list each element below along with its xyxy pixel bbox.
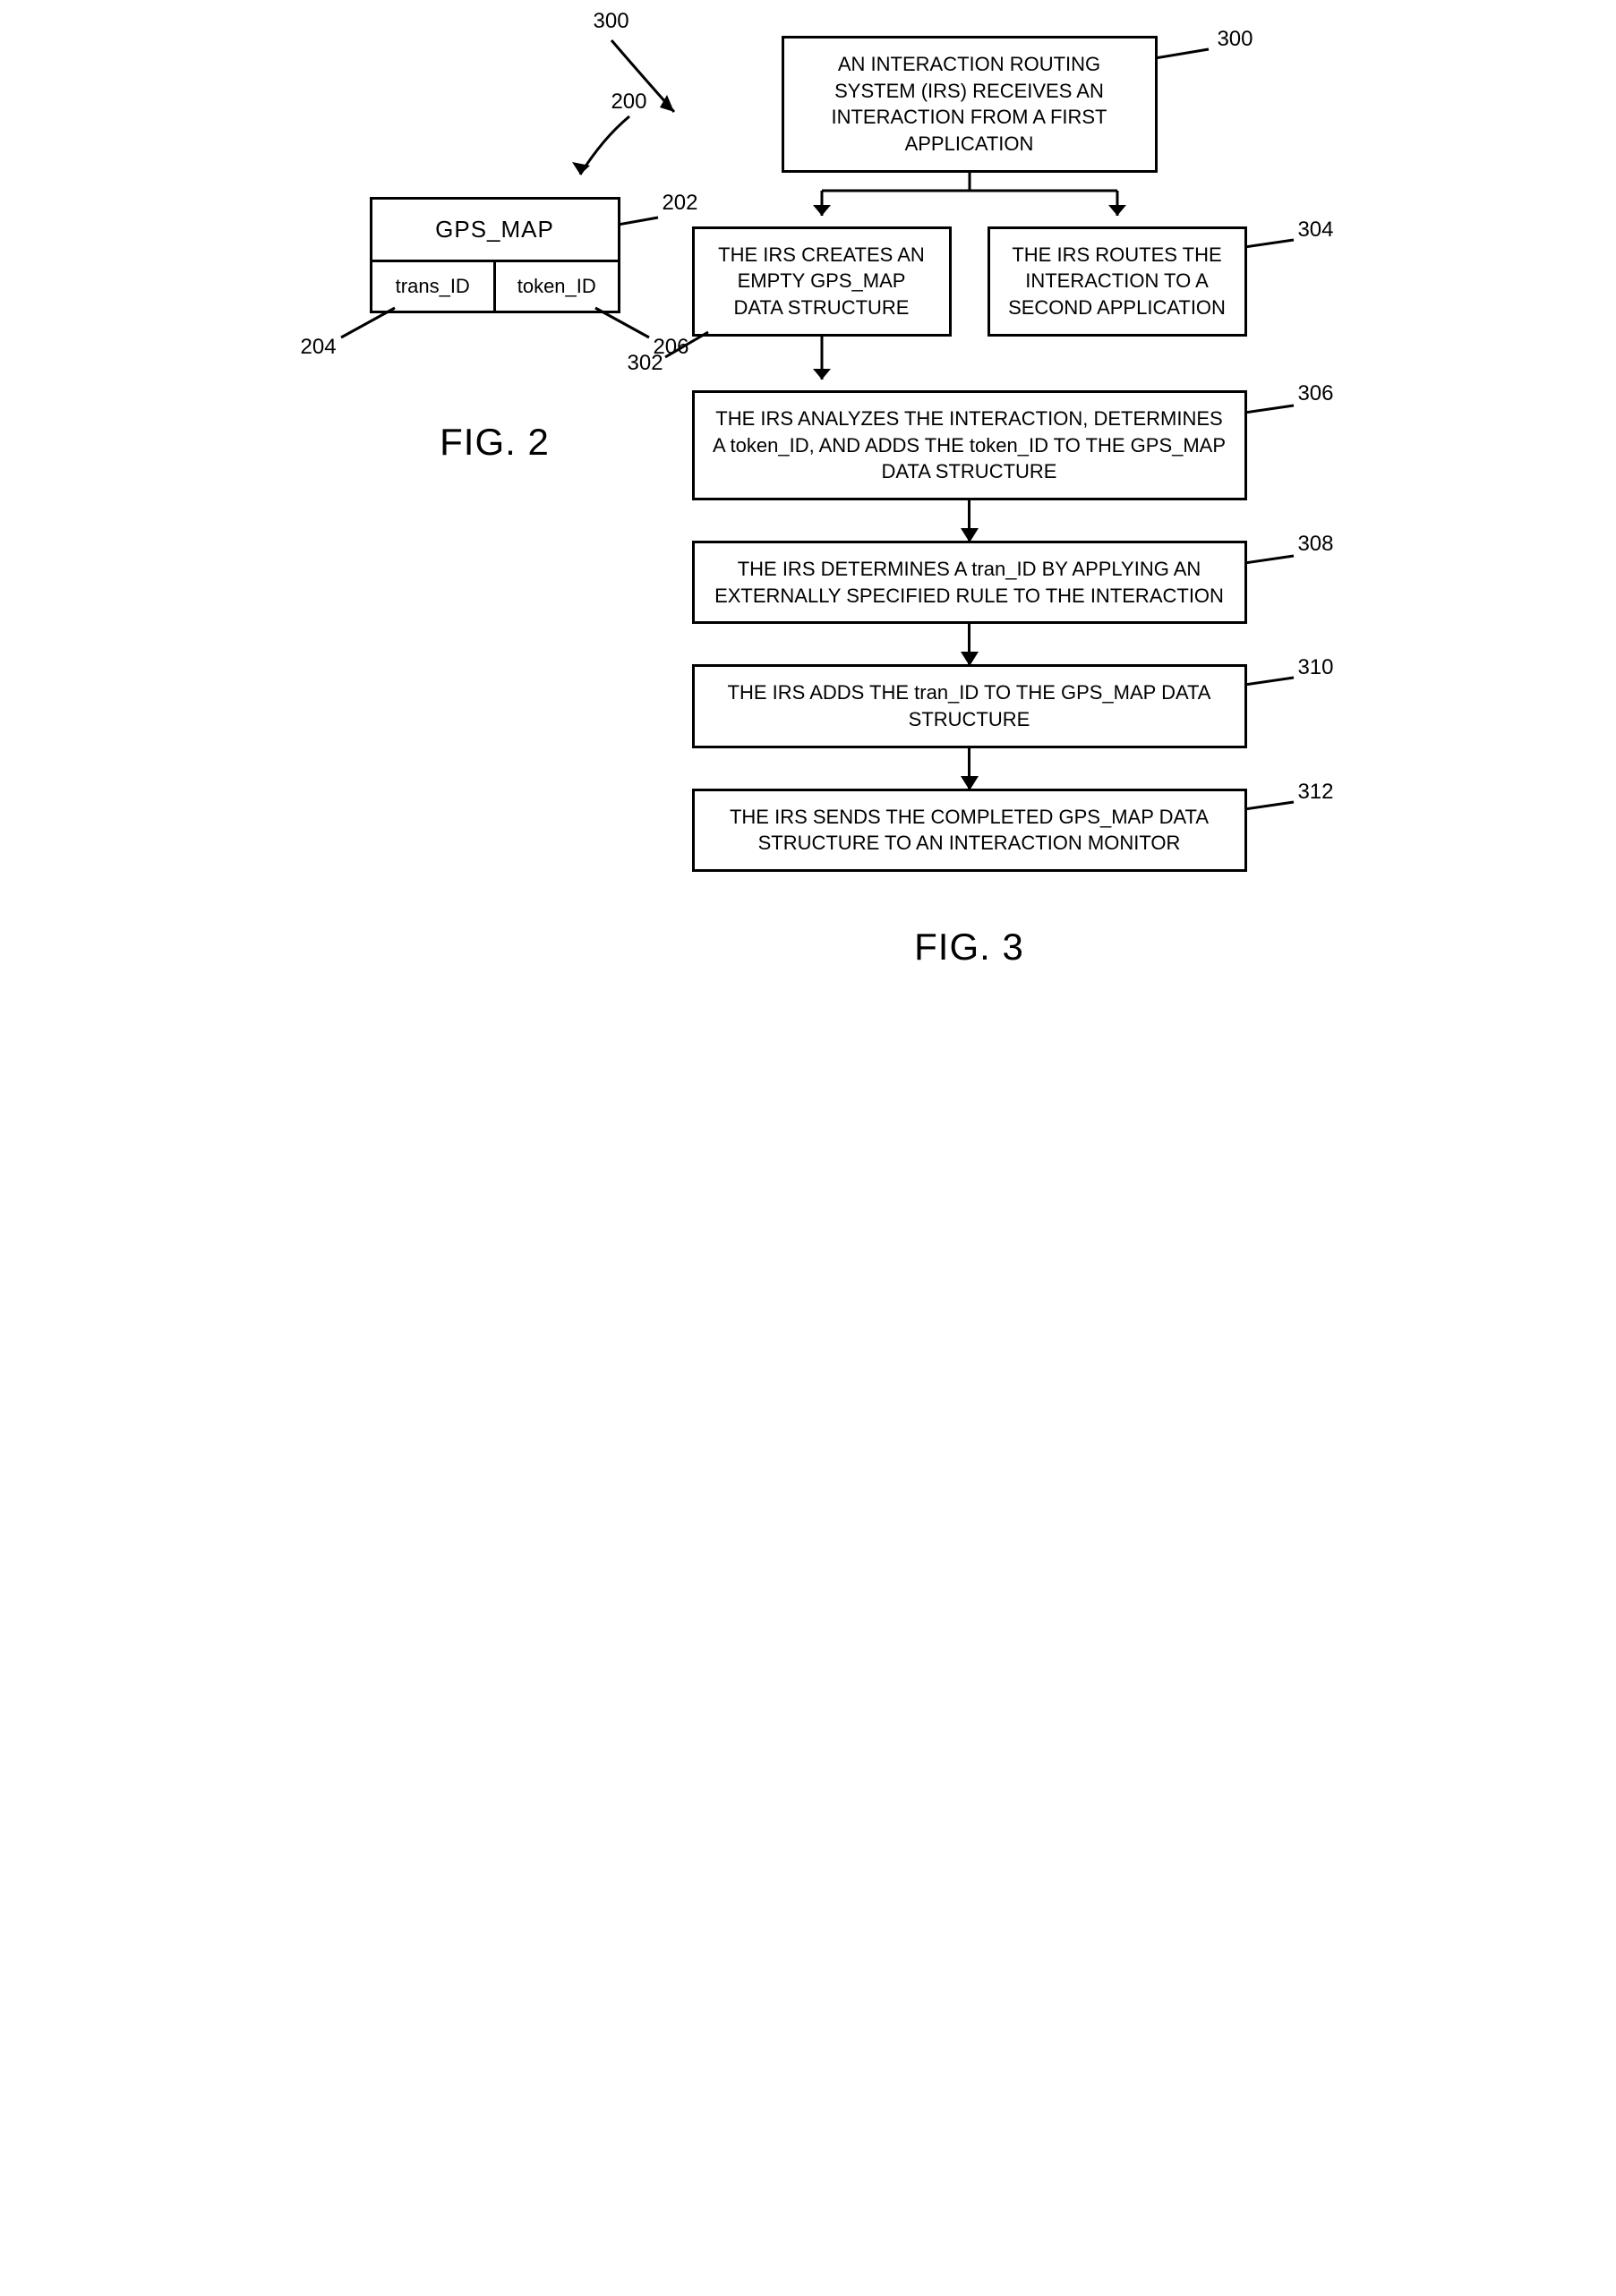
ref-306: 306 [1297,380,1333,408]
split-connector [692,173,1247,226]
box-310-text: THE IRS ADDS THE tran_ID TO THE GPS_MAP … [728,681,1211,730]
ref-304: 304 [1297,216,1333,244]
lead-304 [1244,238,1296,252]
ref-204: 204 [301,335,337,360]
fig2-label: FIG. 2 [440,421,550,464]
lead-308 [1244,554,1296,568]
arrow-300-main [594,36,692,134]
arrow-308-310 [968,624,970,664]
box-300: AN INTERACTION ROUTING SYSTEM (IRS) RECE… [782,36,1158,173]
arrow-310-312 [968,748,970,789]
box-310: THE IRS ADDS THE tran_ID TO THE GPS_MAP … [692,664,1247,747]
box-312: THE IRS SENDS THE COMPLETED GPS_MAP DATA… [692,789,1247,872]
cell-trans-id: trans_ID [372,262,497,311]
box-306: THE IRS ANALYZES THE INTERACTION, DETERM… [692,390,1247,500]
box-308: THE IRS DETERMINES A tran_ID BY APPLYING… [692,541,1247,624]
lead-310 [1244,676,1296,690]
ref-302: 302 [628,349,663,378]
fig2-container: 200 GPS_MAP trans_ID token_ID 202 204 [370,197,620,464]
box-300-text: AN INTERACTION ROUTING SYSTEM (IRS) RECE… [831,53,1107,155]
ref-312: 312 [1297,778,1333,807]
ref-300-main: 300 [594,9,629,34]
box-306-text: THE IRS ANALYZES THE INTERACTION, DETERM… [713,407,1226,482]
connector-302-306 [692,337,1247,390]
lead-306 [1244,404,1296,418]
lead-206 [591,306,654,342]
box-308-text: THE IRS DETERMINES A tran_ID BY APPLYING… [714,558,1224,607]
gps-map-table: GPS_MAP trans_ID token_ID 202 204 206 [370,197,620,313]
box-302-text: THE IRS CREATES AN EMPTY GPS_MAP DATA ST… [718,243,925,319]
ref-300: 300 [1217,25,1253,54]
fig3-label: FIG. 3 [914,926,1024,969]
lead-204 [337,306,399,342]
lead-202 [618,216,663,234]
arrow-306-308 [968,500,970,541]
ref-310: 310 [1297,653,1333,682]
box-304: THE IRS ROUTES THE INTERACTION TO A SECO… [988,226,1247,337]
gps-map-header: GPS_MAP [372,200,618,262]
cell-token-id: token_ID [496,262,618,311]
lead-312 [1244,800,1296,815]
ref-308: 308 [1297,530,1333,559]
fig3-container: 300 AN INTERACTION ROUTING SYSTEM (IRS) … [692,36,1247,969]
box-312-text: THE IRS SENDS THE COMPLETED GPS_MAP DATA… [730,806,1209,855]
box-304-text: THE IRS ROUTES THE INTERACTION TO A SECO… [1008,243,1226,319]
box-302: THE IRS CREATES AN EMPTY GPS_MAP DATA ST… [692,226,952,337]
lead-300 [1155,47,1213,64]
split-row: THE IRS CREATES AN EMPTY GPS_MAP DATA ST… [692,226,1247,337]
